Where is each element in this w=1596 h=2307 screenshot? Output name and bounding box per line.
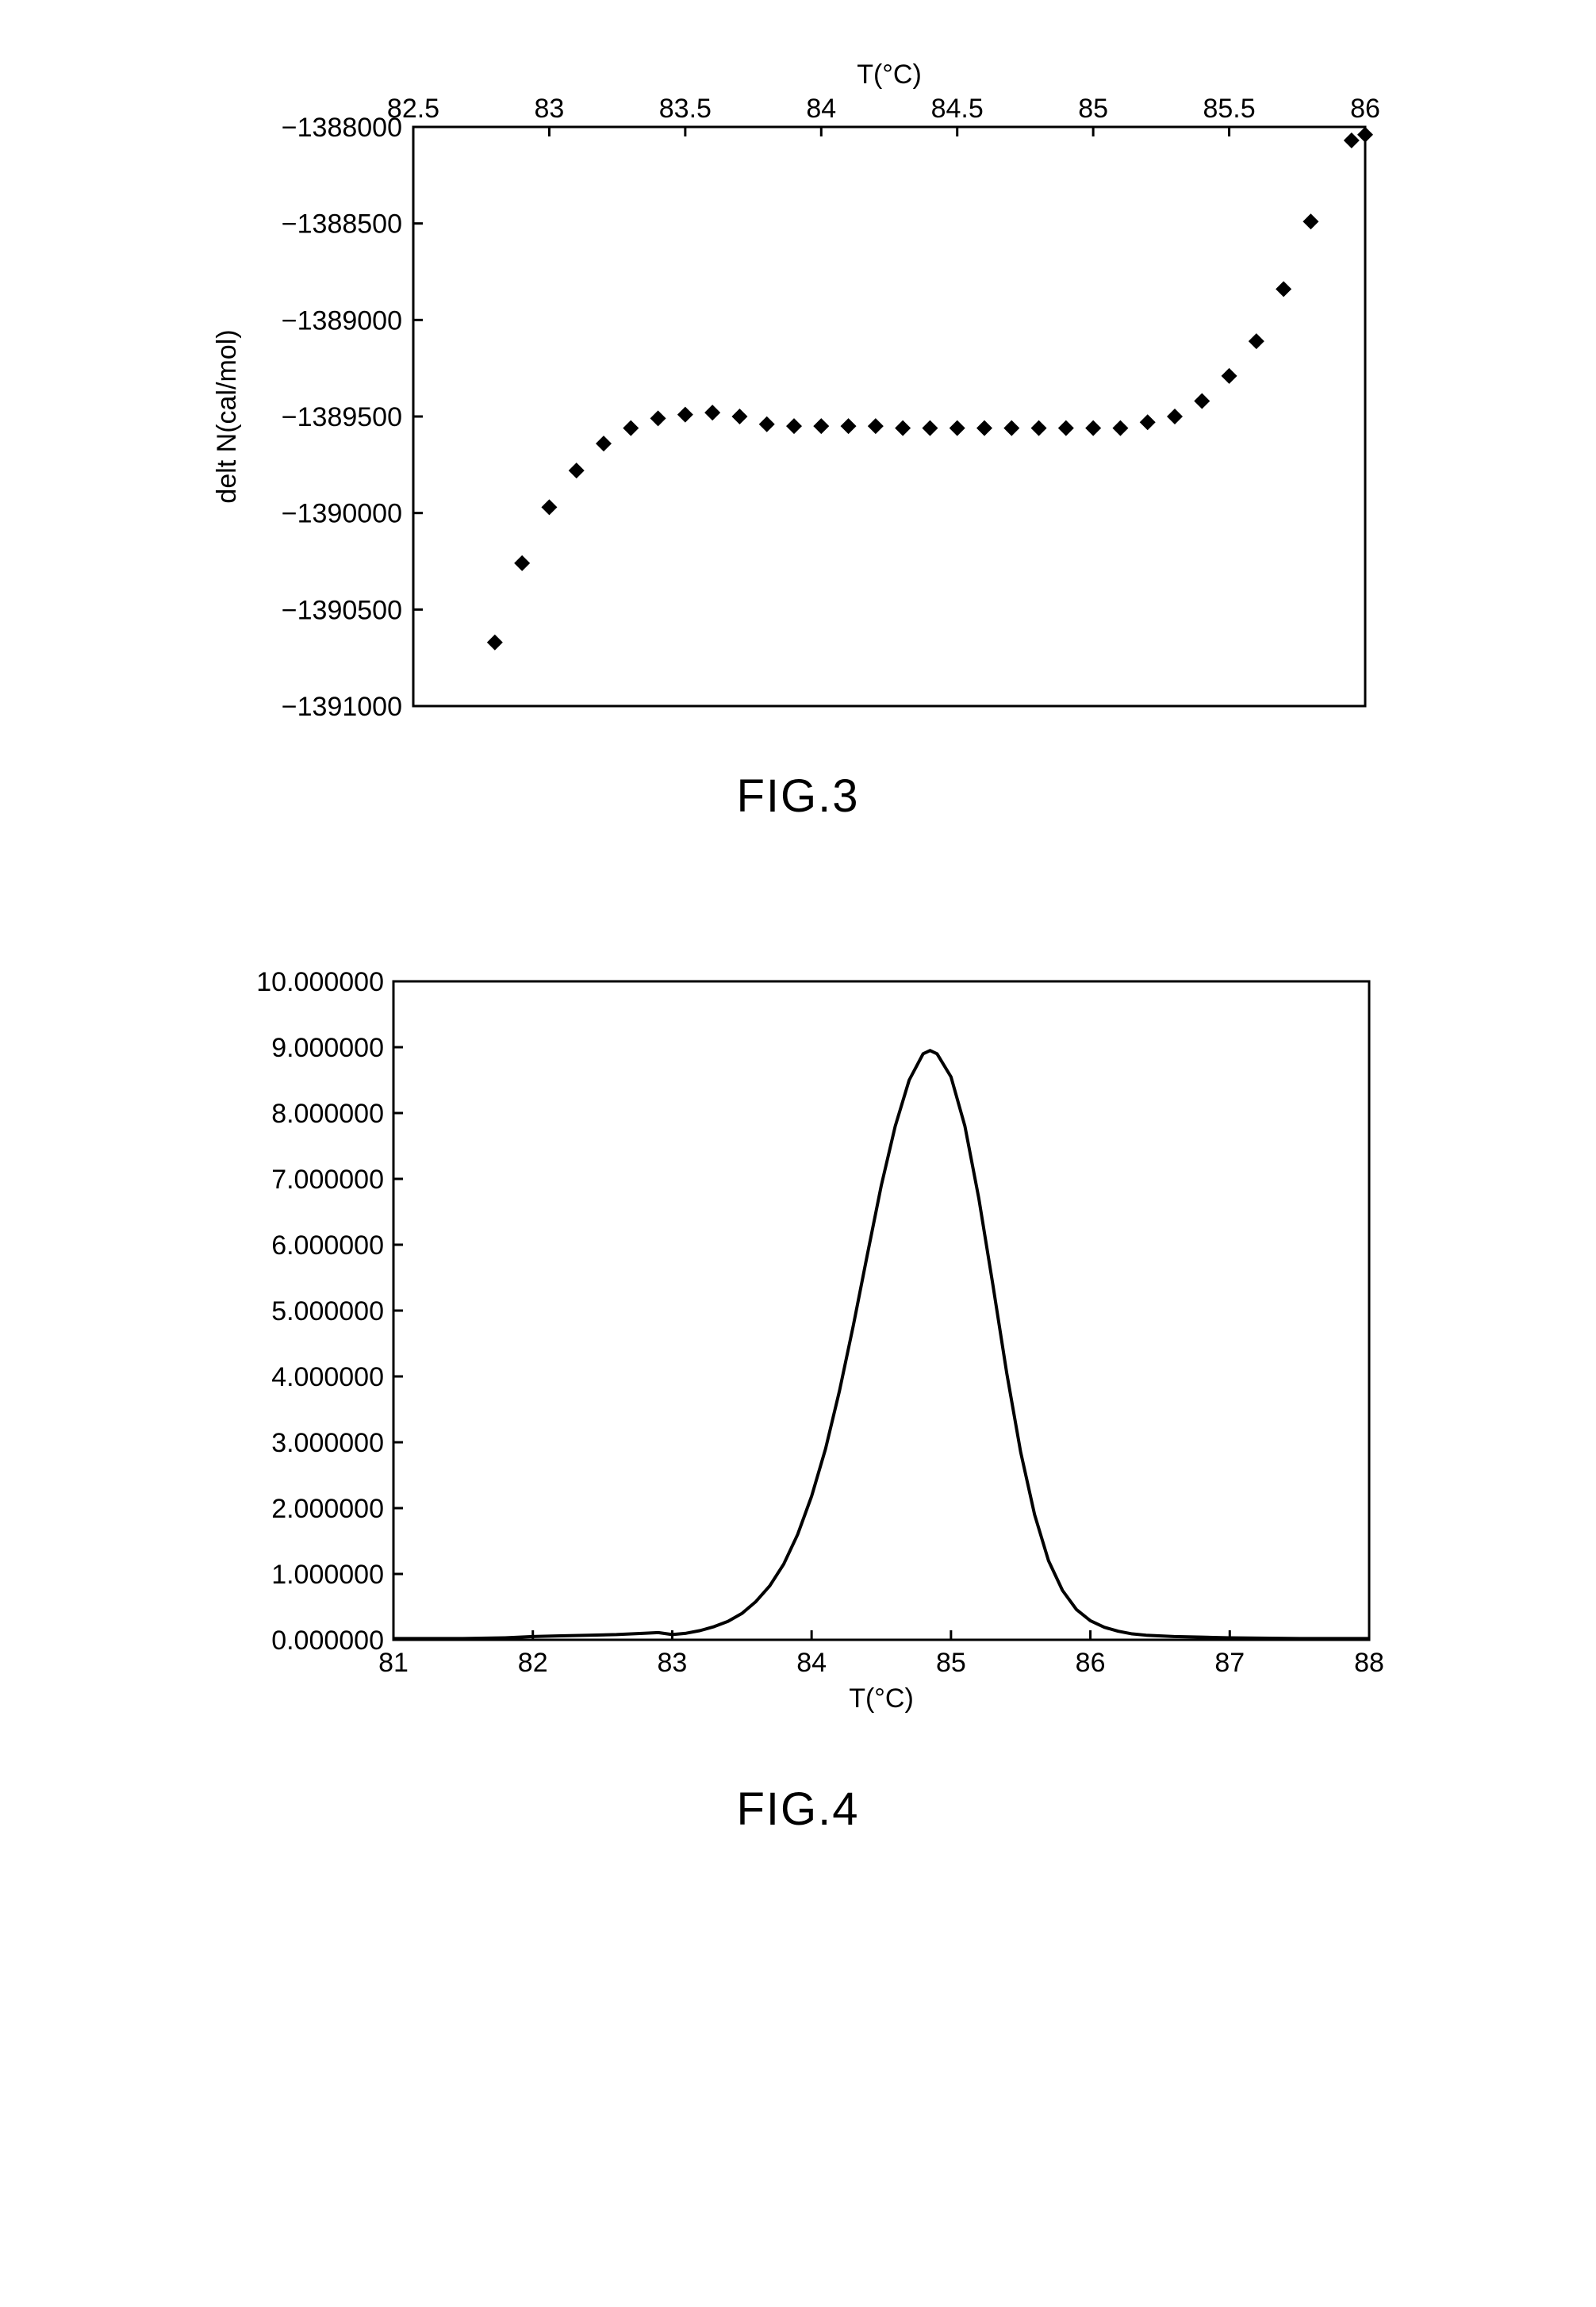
svg-text:84.5: 84.5: [931, 94, 984, 124]
fig3-chart: T(°C)82.58383.58484.58585.586−1388000−13…: [32, 48, 1564, 722]
svg-text:82: 82: [518, 1648, 548, 1678]
svg-text:T(°C): T(°C): [849, 1683, 914, 1714]
svg-text:−1388500: −1388500: [282, 209, 402, 240]
svg-text:86: 86: [1350, 94, 1380, 124]
svg-text:83: 83: [535, 94, 565, 124]
svg-text:10.000000: 10.000000: [256, 967, 384, 997]
svg-text:85.5: 85.5: [1203, 94, 1255, 124]
svg-text:delt N(cal/mol): delt N(cal/mol): [212, 329, 242, 503]
svg-text:−1390500: −1390500: [282, 595, 402, 625]
svg-text:−1390000: −1390000: [282, 499, 402, 529]
svg-text:86: 86: [1076, 1648, 1106, 1678]
svg-text:87: 87: [1214, 1648, 1245, 1678]
figure-4-block: 81828384858687880.0000001.0000002.000000…: [32, 965, 1564, 1836]
svg-text:−1389500: −1389500: [282, 402, 402, 432]
svg-text:−1389000: −1389000: [282, 305, 402, 336]
svg-text:2.000000: 2.000000: [271, 1494, 384, 1524]
svg-text:0.000000: 0.000000: [271, 1626, 384, 1656]
svg-text:1.000000: 1.000000: [271, 1560, 384, 1590]
svg-text:8.000000: 8.000000: [271, 1099, 384, 1129]
svg-text:9.000000: 9.000000: [271, 1033, 384, 1063]
svg-text:84: 84: [806, 94, 836, 124]
svg-text:4.000000: 4.000000: [271, 1362, 384, 1392]
svg-text:84: 84: [796, 1648, 827, 1678]
svg-text:5.000000: 5.000000: [271, 1296, 384, 1326]
svg-text:88: 88: [1354, 1648, 1384, 1678]
svg-text:83.5: 83.5: [659, 94, 712, 124]
svg-text:7.000000: 7.000000: [271, 1165, 384, 1195]
svg-text:3.000000: 3.000000: [271, 1428, 384, 1458]
fig4-chart: 81828384858687880.0000001.0000002.000000…: [32, 965, 1564, 1735]
svg-text:85: 85: [936, 1648, 966, 1678]
svg-text:T(°C): T(°C): [857, 59, 922, 90]
fig3-caption: FIG.3: [32, 770, 1564, 823]
svg-text:83: 83: [658, 1648, 688, 1678]
figure-3-block: T(°C)82.58383.58484.58585.586−1388000−13…: [32, 48, 1564, 823]
svg-text:6.000000: 6.000000: [271, 1230, 384, 1261]
svg-text:−1391000: −1391000: [282, 692, 402, 722]
svg-text:85: 85: [1078, 94, 1108, 124]
svg-text:−1388000: −1388000: [282, 113, 402, 143]
fig4-caption: FIG.4: [32, 1783, 1564, 1836]
